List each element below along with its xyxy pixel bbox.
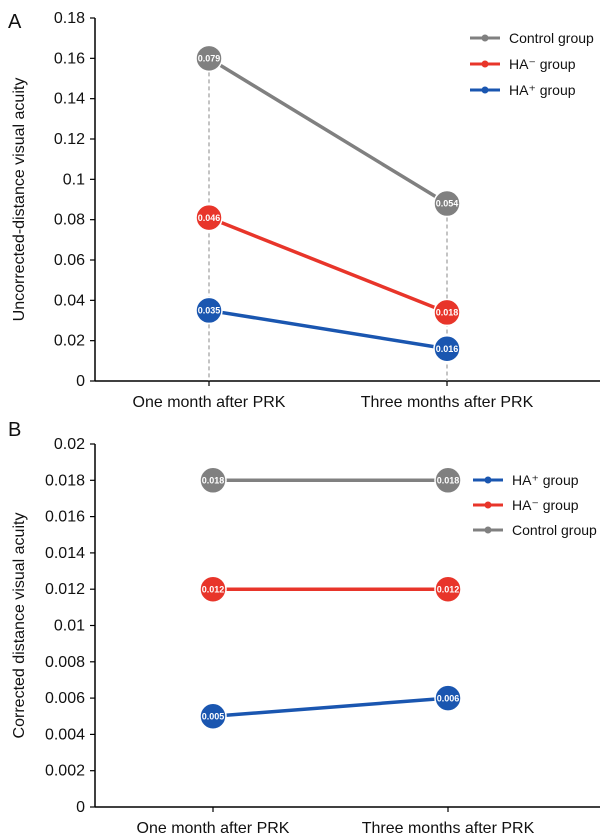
- panel-a-series-2-point: [195, 296, 223, 325]
- panel-b-legend-label: HA⁺ group: [512, 472, 579, 488]
- panel-b-series-0-point: [199, 702, 227, 730]
- panel-a-series-2-data-label: 0.035: [198, 306, 221, 316]
- panel-a-y-tick-label: 0.12: [54, 131, 85, 148]
- panel-b-y-tick-label: 0.014: [45, 545, 85, 562]
- panel-a-legend-label: Control group: [509, 30, 594, 46]
- panel-a-legend-label: HA⁻ group: [509, 56, 576, 72]
- panel-b-y-tick-label: 0.02: [54, 436, 85, 453]
- panel-letter-a: A: [8, 11, 22, 33]
- panel-a-series-0-point: [433, 189, 461, 218]
- panel-a-y-tick-label: 0.02: [54, 333, 85, 350]
- panel-b-y-axis-title: Corrected distance visual acuity: [11, 513, 28, 739]
- panel-b-series-1-point: [434, 575, 462, 603]
- panel-b-series-1-data-label: 0.012: [202, 584, 225, 594]
- panel-b-series-2-point: [199, 466, 227, 495]
- panel-a-series-1-data-label: 0.018: [436, 308, 459, 318]
- panel-a-chart: 0 0.02 0.04 0.06 0.08 0.1 0.12 0.14 0.16 0.18 One …: [11, 10, 600, 411]
- panel-a-legend-marker: [481, 60, 489, 68]
- panel-b-series-2-point: [434, 466, 462, 495]
- panel-a-legend-label: HA⁺ group: [509, 82, 576, 98]
- panel-a-series-0-data-label: 0.054: [436, 199, 459, 209]
- panel-b-legend-label: Control group: [512, 522, 597, 538]
- panel-a-y-tick-label: 0.14: [54, 91, 85, 108]
- panel-b-y-tick-label: 0.004: [45, 726, 85, 743]
- panel-a-series-1-data-label: 0.046: [198, 213, 221, 223]
- panel-a-y-tick-label: 0.16: [54, 50, 85, 67]
- panel-b-series-2-data-label: 0.018: [437, 476, 460, 486]
- panel-letter-b: B: [8, 419, 21, 441]
- panel-b-y-tick-label: 0.018: [45, 472, 85, 489]
- panel-a-x-tick-label: Three months after PRK: [361, 394, 534, 411]
- panel-a-series-1-point: [433, 298, 461, 327]
- panel-a-series-2-data-label: 0.016: [436, 344, 459, 354]
- panel-b-y-tick-label: 0.006: [45, 690, 85, 707]
- panel-a-series-2-point: [433, 334, 461, 363]
- panel-b-series-0-data-label: 0.006: [437, 693, 460, 703]
- panel-b-legend-marker: [484, 476, 492, 484]
- panel-b-x-tick-label: Three months after PRK: [362, 820, 535, 837]
- panel-b-y-tick-label: 0.012: [45, 581, 85, 598]
- panel-b-series-2-data-label: 0.018: [202, 476, 225, 486]
- panel-a-y-tick-label: 0.18: [54, 10, 85, 27]
- panel-b-series-1-point: [199, 575, 227, 603]
- panel-a-y-tick-label: 0: [76, 373, 85, 390]
- panel-b-y-tick-label: 0: [76, 799, 85, 816]
- panel-a-series-1-point: [195, 203, 223, 232]
- panel-a-series-0-point: [195, 44, 223, 73]
- panel-a-y-tick-label: 0.04: [54, 292, 85, 309]
- panel-b-legend-marker: [484, 526, 492, 534]
- panel-b-series-0-line: [212, 696, 449, 718]
- panel-b-series-0-point: [434, 684, 462, 712]
- panel-b-y-tick-label: 0.01: [54, 618, 85, 635]
- panel-b-series-1-data-label: 0.012: [437, 584, 460, 594]
- panel-b-y-tick-label: 0.002: [45, 763, 85, 780]
- panel-b-x-tick-label: One month after PRK: [137, 820, 290, 837]
- panel-a-legend-marker: [481, 86, 489, 94]
- panel-b-chart: 0 0.002 0.004 0.006 0.008 0.01 0.012 0.014 0.016…: [11, 436, 600, 837]
- panel-a-series-2-line: [208, 308, 448, 351]
- panel-a-series-0-data-label: 0.079: [198, 54, 221, 64]
- panel-a-y-tick-label: 0.1: [63, 171, 85, 188]
- panel-b-y-tick-label: 0.016: [45, 509, 85, 526]
- panel-a-series-0-line: [208, 56, 448, 206]
- panel-b-y-tick-label: 0.008: [45, 654, 85, 671]
- panel-a-legend-marker: [481, 34, 489, 42]
- panel-a-y-axis-title: Uncorrected-distance visual acuity: [11, 78, 28, 322]
- panel-a-y-tick-label: 0.06: [54, 252, 85, 269]
- panel-b-series-0-data-label: 0.005: [202, 711, 225, 721]
- panel-a-x-tick-label: One month after PRK: [133, 394, 286, 411]
- panel-b-legend-marker: [484, 501, 492, 509]
- panel-a-y-tick-label: 0.08: [54, 212, 85, 229]
- panel-b-legend-label: HA⁻ group: [512, 497, 579, 513]
- panel-a-series-1-line: [208, 216, 448, 315]
